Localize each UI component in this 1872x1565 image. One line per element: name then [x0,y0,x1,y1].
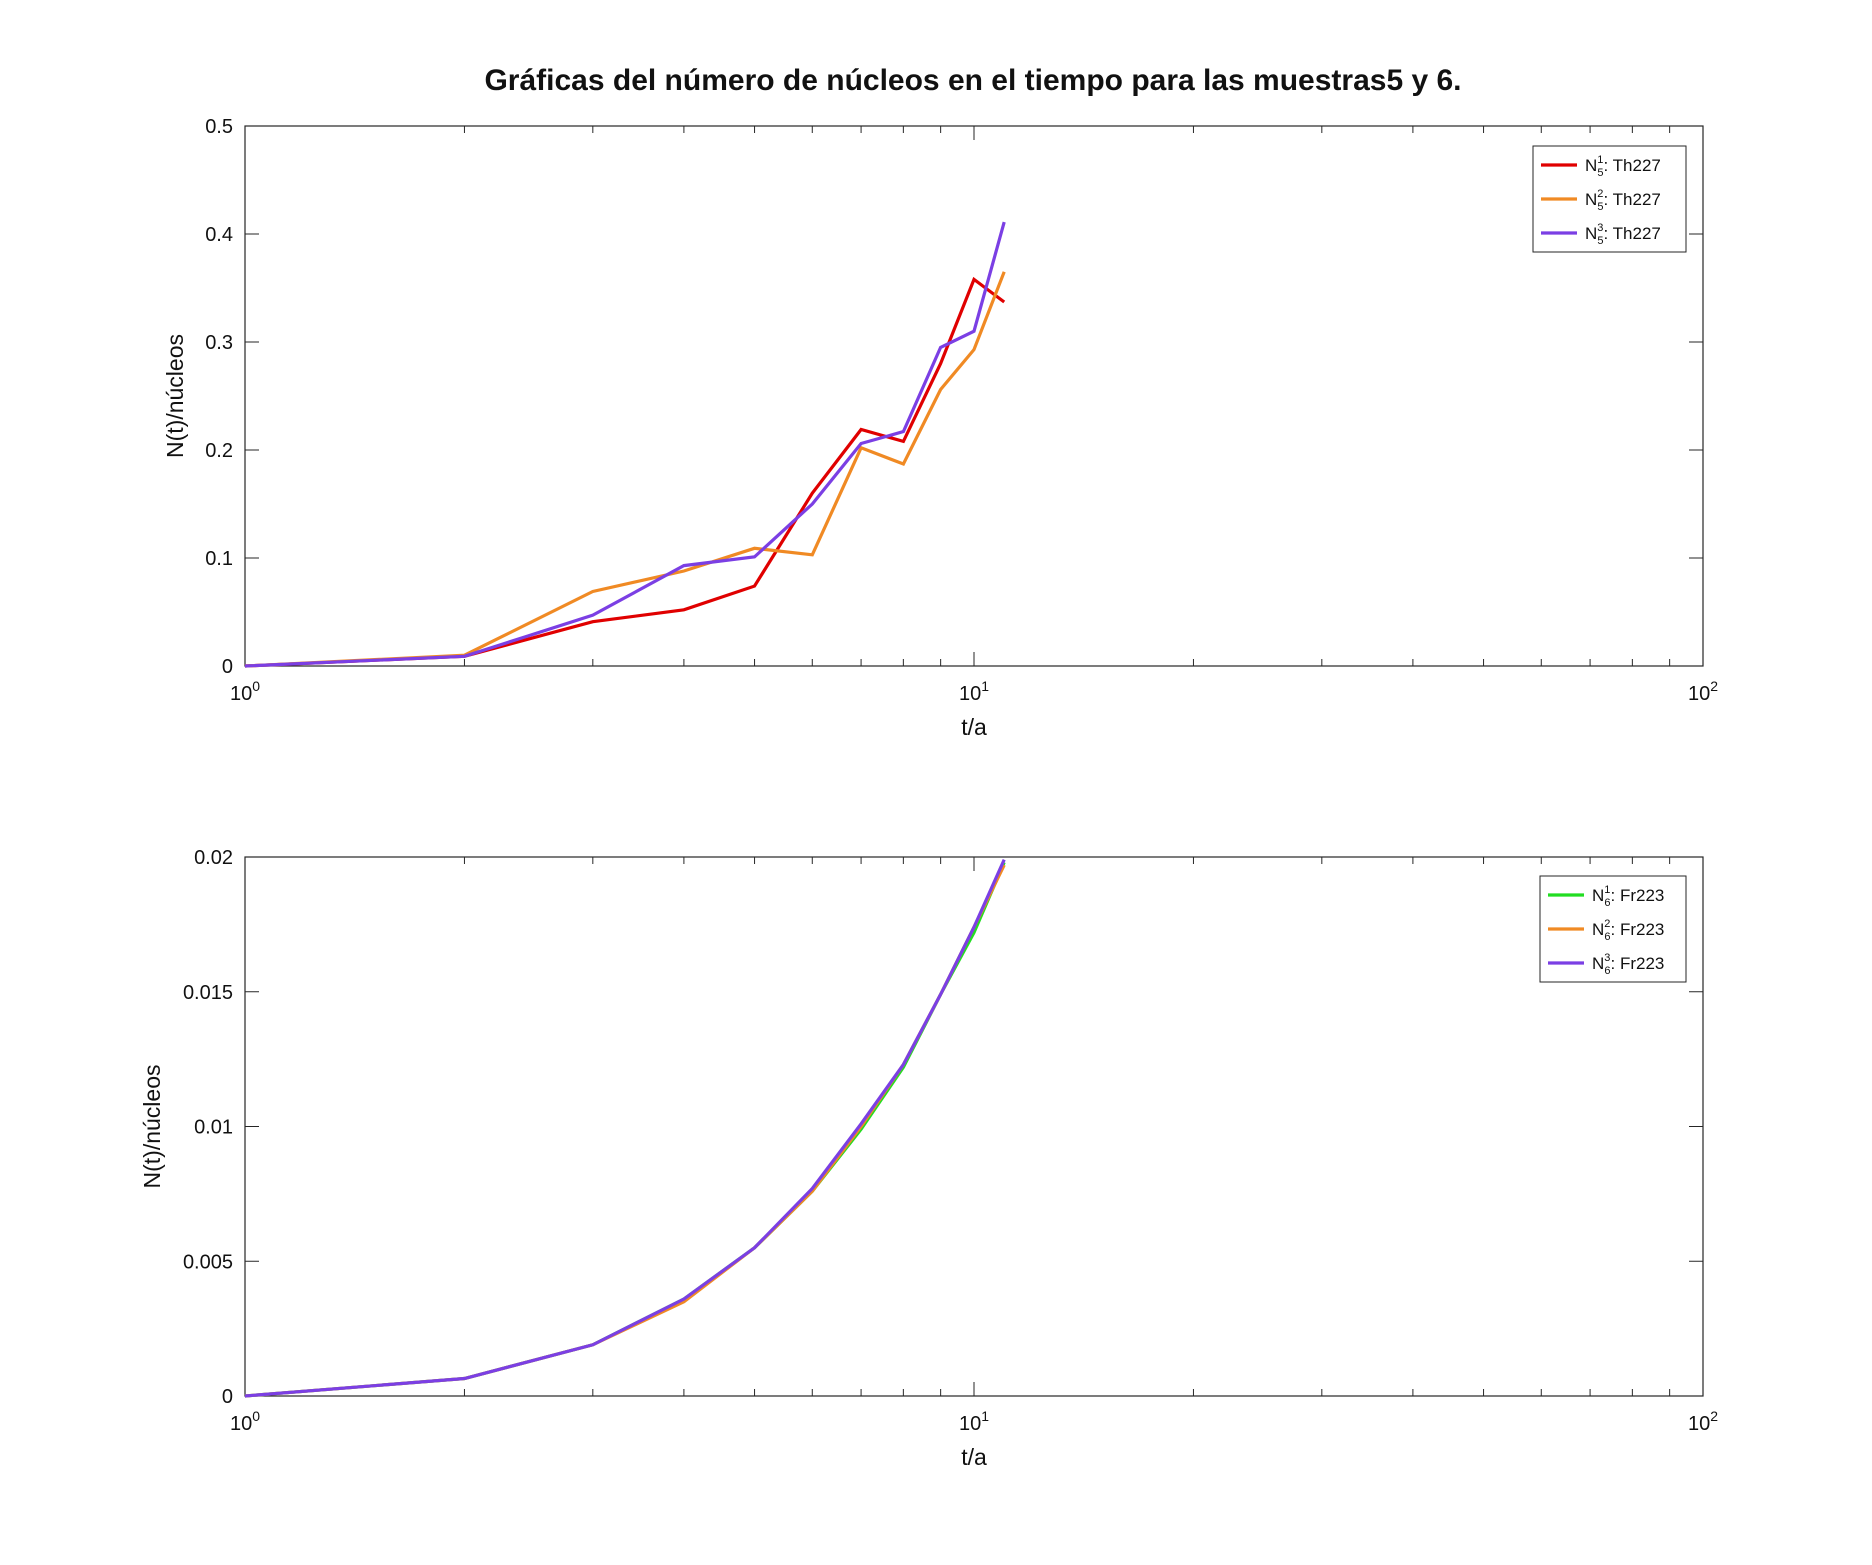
series-line-1 [244,276,1006,668]
y-tick-label: 0.3 [205,332,233,354]
y-tick-label: 0.02 [194,847,233,869]
chart-panel-2: 100 101 102 0 0.005 0.01 0.015 0.02 t/a N(t)/núcl… [139,847,1718,1470]
y-tick-label: 0.2 [205,440,233,462]
plot-frame [244,125,1704,667]
y-tick-label: 0.5 [205,116,233,138]
x-tick-label: 102 [1688,1408,1718,1435]
x-tick-label: 100 [230,678,260,705]
series-line-1 [244,861,1006,1398]
y-tick-label: 0 [222,1386,233,1408]
x-tick-label: 100 [230,1408,260,1435]
x-axis-label: t/a [961,714,987,740]
chart-panel-1: 100 101 102 0 0.1 0.2 0.3 0.4 0.5 t/a N(t)/núcleos… [162,116,1718,740]
legend-label: N3 5: Th227 [1585,222,1661,247]
plot-frame [244,856,1704,1397]
x-tick-label: 102 [1688,678,1718,705]
legend-label: N2 6: Fr223 [1592,918,1664,943]
figure-title: Gráficas del número de núcleos en el tie… [484,64,1461,97]
x-tick-label: 101 [959,678,989,705]
legend-label: N1 5: Th227 [1585,154,1661,179]
y-tick-label: 0.4 [205,224,233,246]
y-axis-label: N(t)/núcleos [162,334,188,458]
y-axis-label: N(t)/núcleos [139,1065,165,1189]
legend-label: N2 5: Th227 [1585,188,1661,213]
x-tick-label: 101 [959,1408,989,1435]
series-line-3 [244,221,1006,668]
y-tick-label: 0.005 [183,1251,233,1273]
legend-label: N1 6: Fr223 [1592,884,1664,909]
y-tick-label: 0 [222,656,233,678]
legend-label: N3 6: Fr223 [1592,952,1664,977]
x-axis-label: t/a [961,1444,987,1470]
series-line-2 [244,864,1006,1398]
y-tick-label: 0.1 [205,548,233,570]
series-line-3 [244,859,1006,1398]
y-tick-label: 0.01 [194,1117,233,1139]
y-tick-label: 0.015 [183,982,233,1004]
series-line-2 [244,271,1006,668]
